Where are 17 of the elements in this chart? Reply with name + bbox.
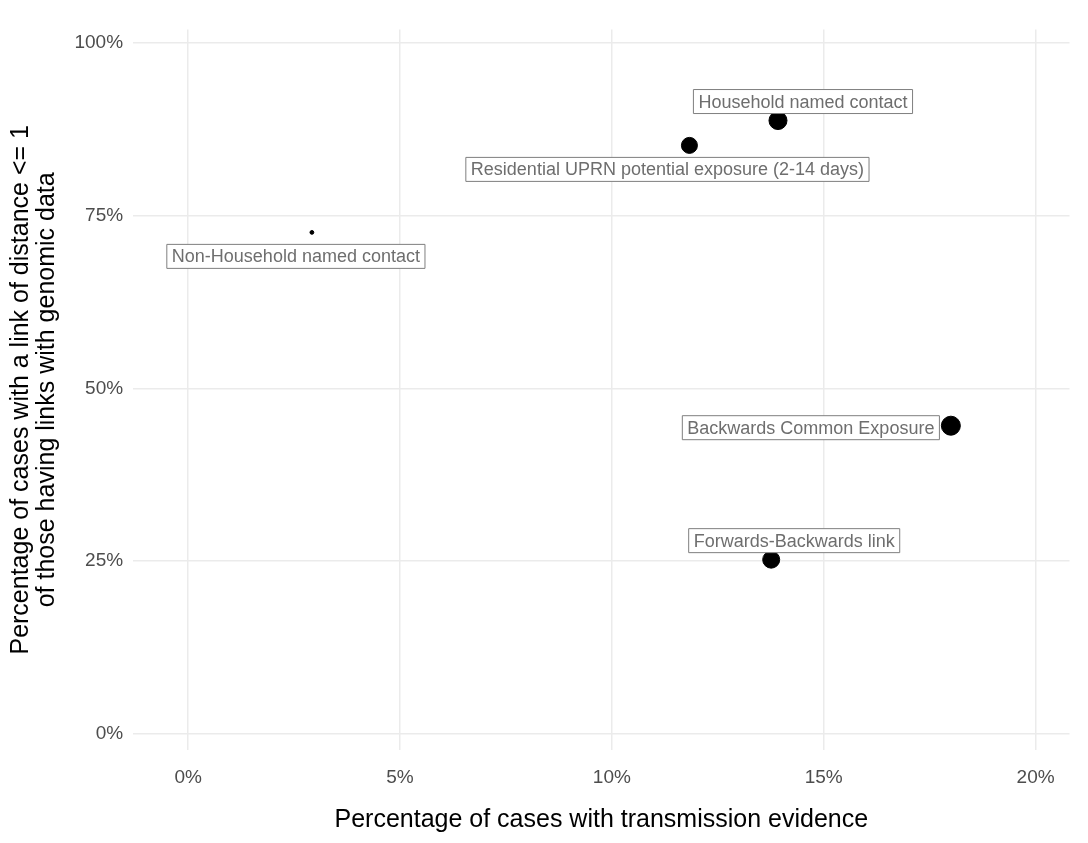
y-tick-label: 100% bbox=[74, 31, 124, 53]
y-tick-label: 50% bbox=[85, 376, 124, 398]
annotation: Residential UPRN potential exposure (2-14 days) bbox=[470, 159, 865, 180]
x-axis-title: Percentage of cases with transmission evidence bbox=[334, 803, 869, 832]
x-tick-label: 20% bbox=[1016, 765, 1055, 787]
annotation: Non-Household named contact bbox=[171, 246, 420, 267]
y-tick-label: 75% bbox=[85, 204, 124, 226]
y-axis-title: Percentage of cases with a link of distance <= 1 of those having links with genomic data bbox=[5, 125, 60, 655]
annotation: Backwards Common Exposure bbox=[687, 417, 935, 438]
x-tick-label: 5% bbox=[386, 765, 414, 787]
y-tick-label: 0% bbox=[95, 721, 124, 743]
annotation: Forwards-Backwards link bbox=[693, 530, 896, 551]
annotation: Household named contact bbox=[698, 91, 908, 112]
x-tick-label: 10% bbox=[592, 765, 632, 787]
x-tick-label: 0% bbox=[174, 765, 203, 787]
x-tick-label: 15% bbox=[804, 765, 843, 787]
y-tick-label: 25% bbox=[85, 549, 124, 571]
